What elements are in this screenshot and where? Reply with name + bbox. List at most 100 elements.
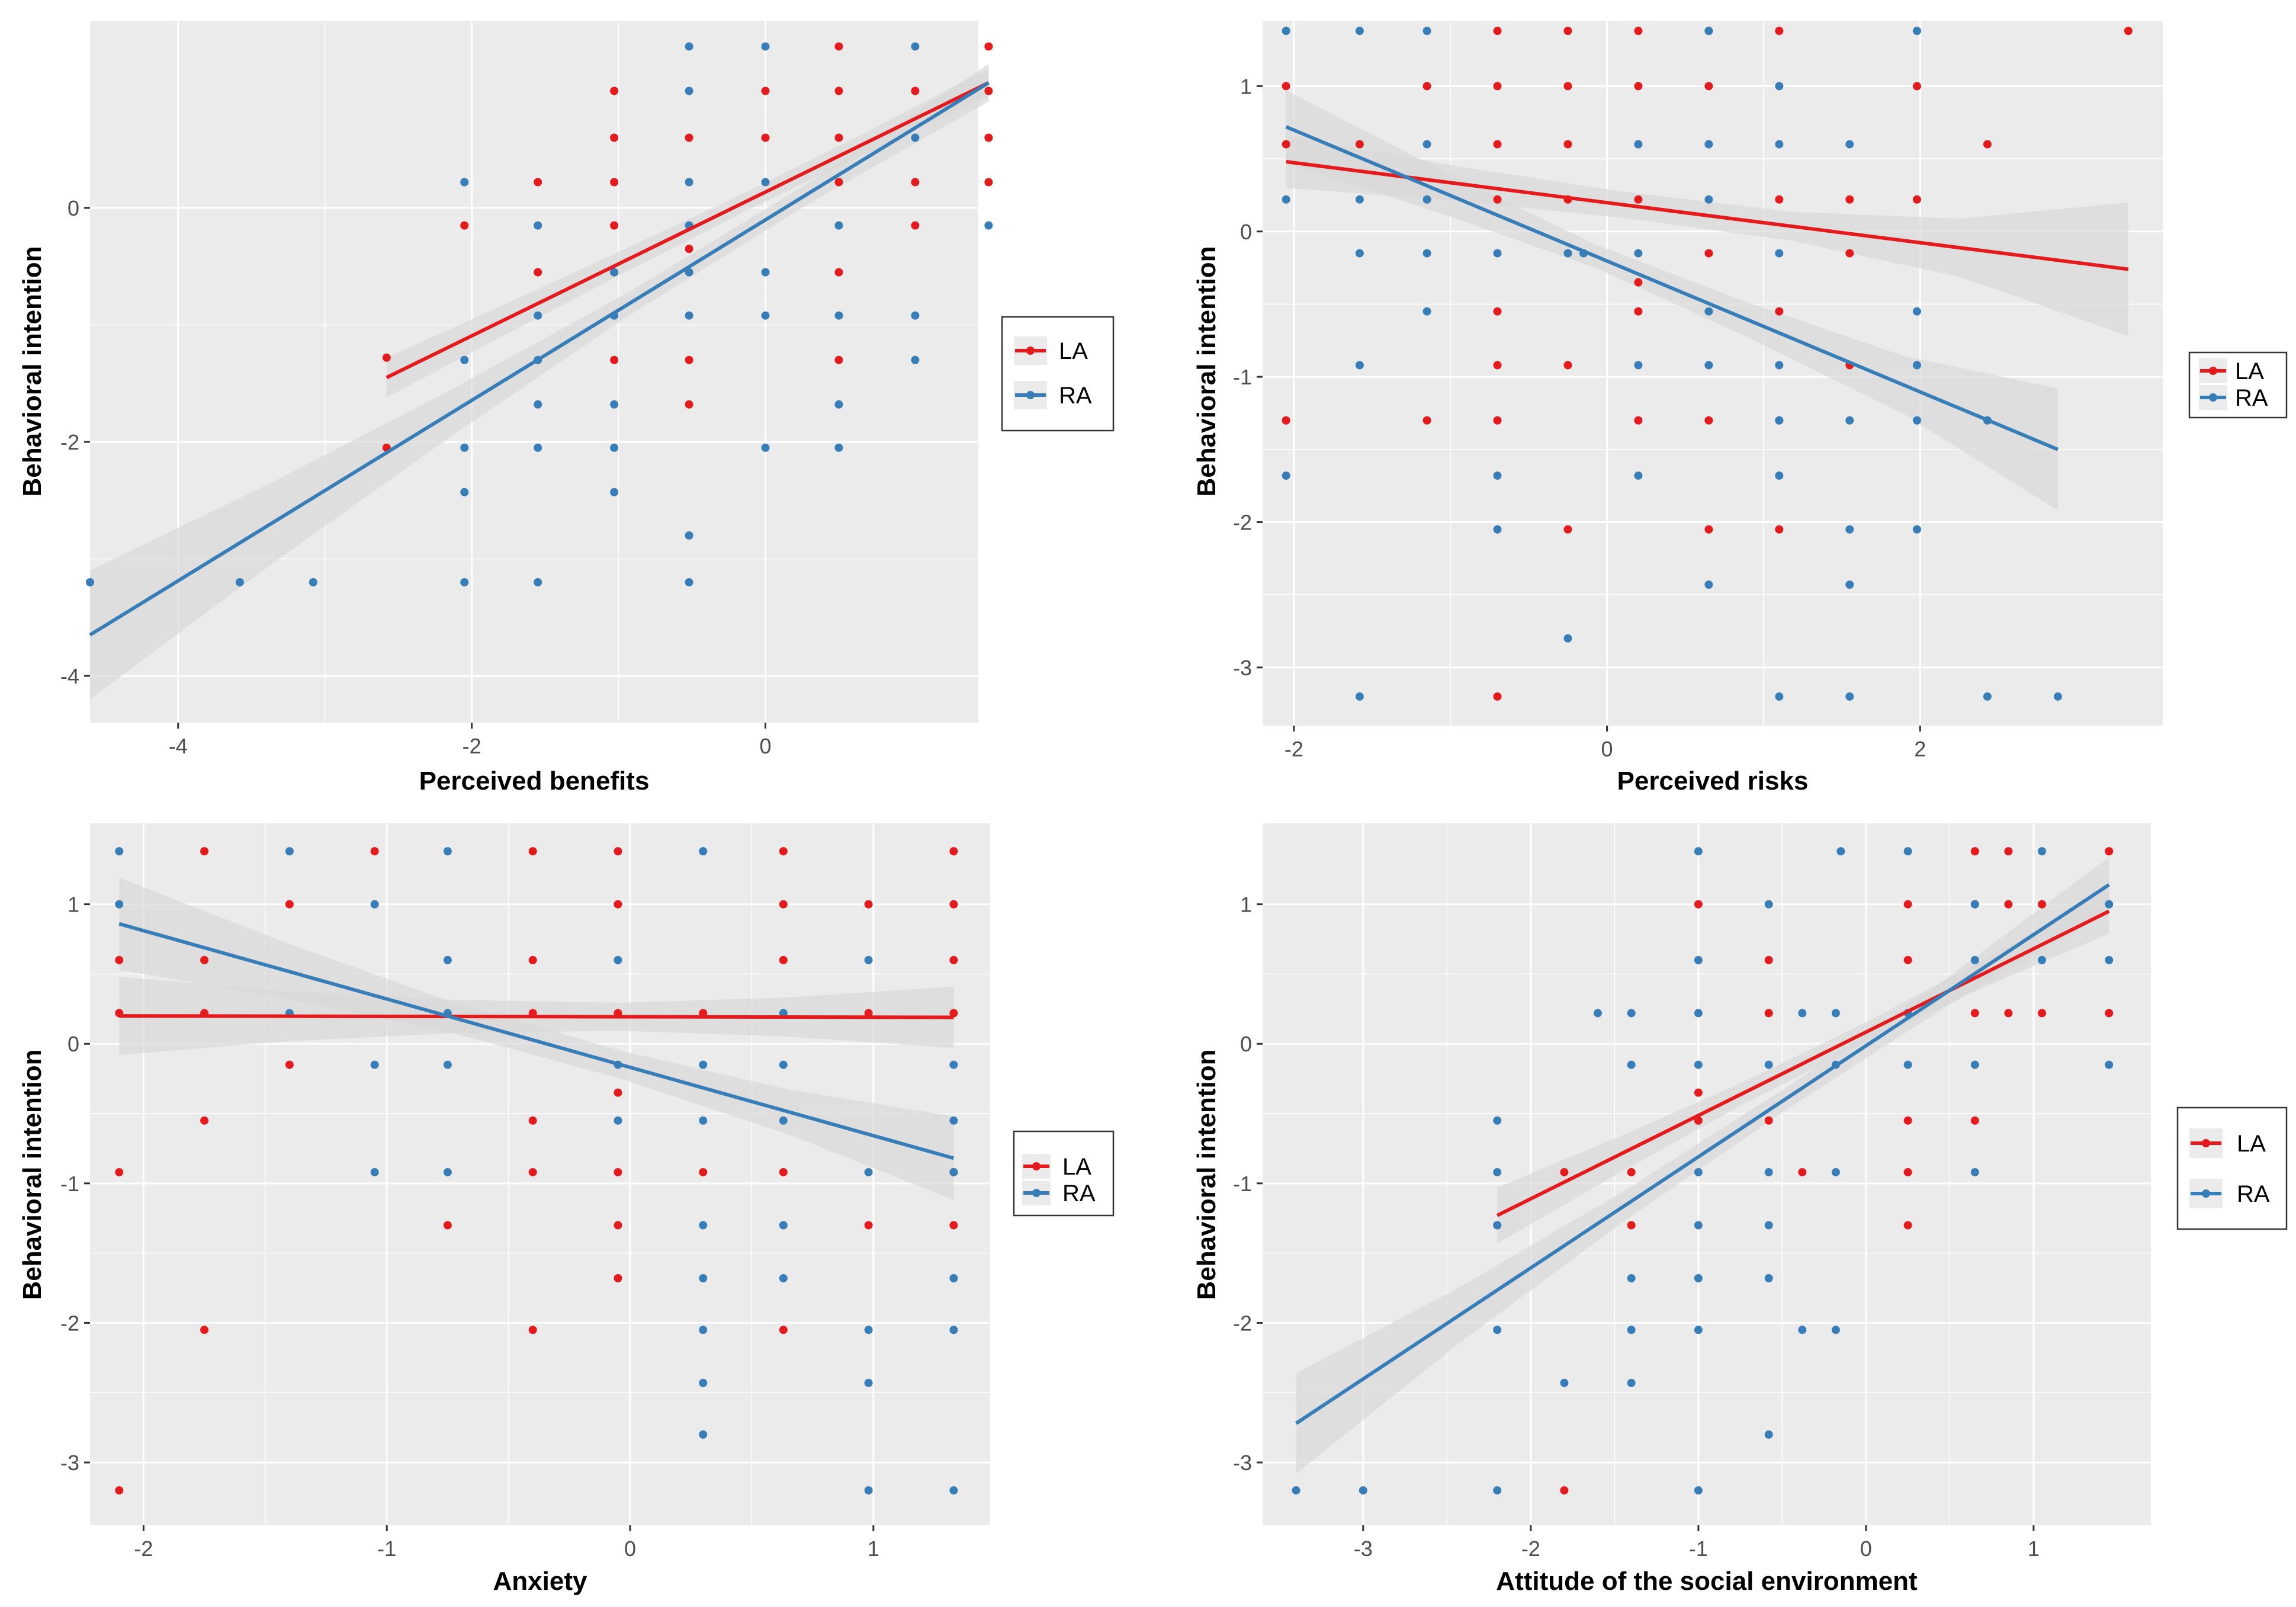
panel-1-point-ra: [984, 221, 993, 230]
panel-3-point-la: [779, 1326, 788, 1335]
panel-2-point-ra: [1634, 249, 1643, 258]
legend-key-ra: [2199, 385, 2227, 410]
panel-1-ylabel: Behavioral intention: [18, 246, 47, 497]
panel-4-y-tick-label: -3: [1233, 1451, 1252, 1475]
panel-2-x-tick-label: 2: [1914, 737, 1926, 761]
panel-1-point-la: [761, 133, 770, 142]
panel-3-point-la: [614, 847, 622, 856]
panel-4-point-ra: [1831, 1326, 1840, 1335]
panel-2-point-ra: [1704, 195, 1713, 204]
panel-1-point-ra: [834, 311, 843, 320]
panel-3-point-la: [200, 955, 209, 964]
panel-2-point-la: [1563, 525, 1572, 534]
panel-4-point-ra: [1493, 1486, 1502, 1495]
panel-3-point-la: [949, 955, 958, 964]
panel-3-point-ra: [949, 1486, 958, 1495]
panel-2-point-la: [1704, 525, 1713, 534]
panel-2-point-la: [1845, 249, 1854, 258]
panel-4-point-la: [1903, 1167, 1912, 1176]
panel-2-point-la: [1912, 195, 1921, 204]
panel-4-point-ra: [1970, 955, 1979, 964]
panel-3-x-tick-label: 0: [624, 1537, 636, 1561]
panel-1-point-ra: [761, 443, 770, 452]
panel-1-point-ra: [685, 268, 693, 277]
panel-1-x-tick-label: -2: [463, 734, 481, 758]
panel-3-point-la: [528, 1326, 537, 1335]
panel-3-point-la: [614, 1088, 622, 1097]
panel-2-point-la: [1634, 82, 1643, 91]
panel-3-point-la: [614, 1167, 622, 1176]
panel-3-point-la: [779, 1167, 788, 1176]
panel-2-point-la: [1422, 82, 1431, 91]
panel-4-point-ra: [1970, 1060, 1979, 1069]
panel-2-point-ra: [1355, 249, 1364, 258]
panel-2-point-ra: [1845, 692, 1854, 701]
panel-1-point-la: [911, 178, 920, 187]
panel-3-point-la: [949, 1221, 958, 1230]
panel-4-fit-line-ra: [1295, 883, 2110, 1425]
panel-2-point-ra: [1493, 249, 1502, 258]
panel-3-point-la: [528, 1116, 537, 1125]
chart-panel-1: -4 -2 0 -4 -2 0 Perceived benefits Behavioral…: [18, 21, 1115, 796]
panel-4-point-ra: [1627, 1326, 1636, 1335]
panel-1-xlabel: Perceived benefits: [419, 766, 650, 796]
panel-3-x-tick-label: 1: [868, 1537, 879, 1561]
panel-4-point-ra: [1694, 1326, 1703, 1335]
panel-2-point-ra: [1355, 195, 1364, 204]
panel-4-point-ra: [1627, 1009, 1636, 1018]
panel-1-point-ra: [235, 578, 244, 586]
panel-1-point-ra: [534, 221, 542, 230]
panel-2-point-ra: [2053, 692, 2062, 701]
panel-3-point-la: [200, 1326, 209, 1335]
panel-4-legend: LA RA: [2176, 1106, 2288, 1230]
panel-4-point-ra: [1627, 1060, 1636, 1069]
panel-3-point-ra: [864, 1486, 873, 1495]
panel-2-point-ra: [1912, 307, 1921, 316]
panel-2-point-la: [1493, 140, 1502, 149]
panel-4-point-ra: [1764, 1167, 1773, 1176]
panel-2-point-la: [1493, 195, 1502, 204]
panel-2-point-ra: [1912, 525, 1921, 534]
panel-4-y-tick-label: 0: [1240, 1032, 1252, 1056]
panel-3-point-la: [614, 1274, 622, 1283]
panel-4-point-ra: [1493, 1221, 1502, 1230]
panel-4-point-la: [1694, 1088, 1703, 1097]
legend-label-la: LA: [2237, 1131, 2266, 1157]
panel-2-y-tick-label: -2: [1233, 510, 1252, 534]
panel-1-point-la: [610, 178, 619, 187]
panel-1-point-ra: [761, 42, 770, 51]
panel-1-point-ra: [761, 178, 770, 187]
panel-3-point-ra: [699, 1430, 708, 1439]
panel-1-point-ra: [460, 443, 469, 452]
panel-3-point-ra: [699, 1116, 708, 1125]
panel-3-point-ra: [864, 1378, 873, 1387]
legend-key-la: [1022, 1154, 1051, 1179]
legend-label-la: LA: [1062, 1154, 1091, 1180]
panel-2-point-ra: [1775, 471, 1784, 480]
legend-label-ra: RA: [1059, 383, 1092, 409]
panel-2-point-ra: [1634, 361, 1643, 370]
panel-4-point-la: [1764, 955, 1773, 964]
panel-2-point-la: [1704, 82, 1713, 91]
panel-4-point-la: [1903, 1116, 1912, 1125]
panel-2-point-la: [1634, 195, 1643, 204]
panel-2-point-ra: [1563, 634, 1572, 643]
panel-1-point-la: [911, 221, 920, 230]
panel-4-point-ra: [1831, 1009, 1840, 1018]
panel-4-x-tick-label: 1: [2028, 1537, 2040, 1561]
panel-2-point-ra: [1422, 307, 1431, 316]
panel-4-x-tick-label: -1: [1689, 1537, 1708, 1561]
panel-4-point-ra: [1694, 1486, 1703, 1495]
legend-label-ra: RA: [1062, 1181, 1096, 1207]
panel-3-point-ra: [443, 847, 452, 856]
panel-3-point-ra: [443, 1060, 452, 1069]
panel-1-point-ra: [460, 487, 469, 496]
panel-2-confidence-band-ra: [1286, 90, 2058, 511]
panel-1-point-ra: [685, 578, 693, 586]
panel-4-point-ra: [2038, 955, 2047, 964]
panel-4-point-ra: [1764, 1274, 1773, 1283]
panel-2-point-ra: [1355, 692, 1364, 701]
panel-2-y-tick-label: 1: [1240, 74, 1252, 98]
panel-3-point-la: [115, 1486, 124, 1495]
panel-3-point-la: [699, 1167, 708, 1176]
